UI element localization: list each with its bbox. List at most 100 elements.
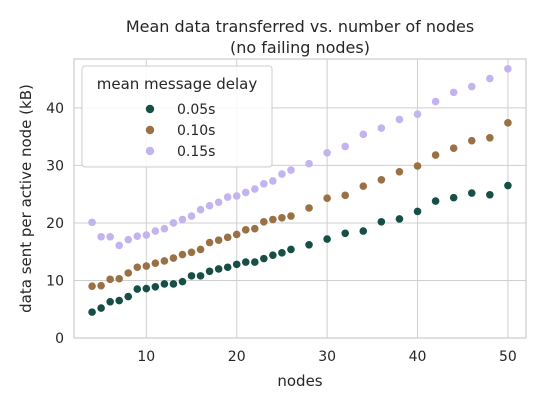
data-point-0 bbox=[431, 197, 440, 205]
data-point-0 bbox=[305, 241, 313, 249]
legend-marker bbox=[145, 125, 155, 135]
data-point-0 bbox=[504, 181, 512, 190]
data-point-0 bbox=[88, 308, 96, 316]
data-point-1 bbox=[260, 217, 268, 226]
data-point-1 bbox=[178, 250, 187, 259]
legend-label: 0.05s bbox=[177, 102, 215, 118]
data-point-0 bbox=[205, 267, 214, 276]
plot-frame bbox=[73, 58, 527, 339]
data-point-0 bbox=[187, 272, 196, 280]
data-point-2 bbox=[260, 180, 268, 188]
data-point-0 bbox=[160, 280, 169, 288]
data-point-2 bbox=[214, 198, 223, 207]
data-point-1 bbox=[160, 257, 169, 265]
data-point-1 bbox=[467, 136, 476, 145]
y-tick-label: 10 bbox=[46, 273, 64, 289]
data-point-0 bbox=[341, 229, 350, 238]
data-point-1 bbox=[205, 238, 214, 247]
x-axis-label: nodes bbox=[277, 372, 322, 390]
data-point-2 bbox=[269, 177, 277, 185]
x-tick-label: 10 bbox=[137, 349, 155, 365]
data-point-1 bbox=[124, 269, 133, 277]
data-point-1 bbox=[486, 134, 494, 142]
tick-labels: 10 20 30 40 50 0 10 20 30 40 bbox=[46, 101, 517, 365]
data-point-0 bbox=[467, 189, 476, 197]
data-point-1 bbox=[449, 144, 458, 152]
data-point-1 bbox=[196, 245, 205, 254]
legend-label: 0.10s bbox=[177, 123, 215, 139]
data-point-0 bbox=[323, 235, 331, 243]
data-point-0 bbox=[115, 296, 123, 305]
data-point-2 bbox=[377, 124, 386, 132]
data-point-1 bbox=[269, 215, 277, 224]
data-point-2 bbox=[305, 159, 313, 168]
data-point-2 bbox=[169, 219, 178, 227]
x-tick-label: 50 bbox=[499, 349, 517, 365]
legend-marker bbox=[145, 104, 155, 114]
chart-subtitle: (no failing nodes) bbox=[230, 38, 370, 57]
data-point-0 bbox=[142, 284, 151, 293]
legend-box bbox=[81, 65, 273, 168]
data-point-2 bbox=[160, 224, 169, 233]
data-point-2 bbox=[178, 215, 187, 224]
data-point-1 bbox=[305, 204, 313, 212]
data-point-2 bbox=[287, 166, 295, 174]
data-point-0 bbox=[241, 258, 250, 266]
data-point-0 bbox=[124, 292, 133, 301]
data-point-0 bbox=[223, 263, 232, 272]
legend-title: mean message delay bbox=[97, 75, 258, 93]
data-point-2 bbox=[142, 231, 151, 239]
data-point-1 bbox=[115, 274, 123, 283]
data-point-2 bbox=[124, 235, 133, 244]
data-point-0 bbox=[269, 251, 277, 259]
data-point-0 bbox=[413, 207, 422, 216]
data-point-1 bbox=[232, 230, 241, 239]
data-point-2 bbox=[359, 130, 368, 139]
data-point-1 bbox=[413, 162, 422, 170]
data-point-1 bbox=[151, 259, 160, 268]
data-point-0 bbox=[196, 272, 205, 280]
data-point-1 bbox=[169, 254, 178, 262]
data-point-0 bbox=[178, 277, 187, 286]
legend: mean message delay 0.05s 0.10s 0.15s bbox=[81, 65, 273, 168]
data-point-1 bbox=[133, 263, 142, 272]
legend-marker bbox=[145, 146, 155, 156]
data-point-1 bbox=[88, 282, 96, 291]
data-point-0 bbox=[359, 227, 368, 235]
data-point-2 bbox=[232, 192, 241, 200]
data-point-1 bbox=[278, 213, 286, 222]
data-point-2 bbox=[251, 185, 259, 193]
data-point-1 bbox=[97, 281, 105, 290]
data-point-0 bbox=[377, 217, 386, 226]
x-tick-label: 20 bbox=[228, 349, 246, 365]
data-point-2 bbox=[133, 232, 142, 240]
data-point-2 bbox=[106, 232, 114, 241]
data-point-2 bbox=[241, 188, 250, 197]
data-point-0 bbox=[133, 285, 142, 293]
data-point-2 bbox=[395, 115, 404, 124]
data-point-0 bbox=[151, 283, 160, 291]
data-point-2 bbox=[413, 110, 422, 119]
data-point-1 bbox=[251, 224, 259, 233]
data-point-0 bbox=[97, 304, 105, 312]
y-tick-label: 40 bbox=[46, 101, 64, 117]
data-point-0 bbox=[278, 249, 286, 257]
x-tick-label: 30 bbox=[318, 349, 336, 365]
data-point-2 bbox=[467, 82, 476, 91]
data-point-2 bbox=[449, 88, 458, 97]
y-tick-label: 30 bbox=[46, 158, 64, 174]
data-point-1 bbox=[341, 191, 350, 200]
data-point-2 bbox=[486, 74, 494, 83]
data-points bbox=[88, 64, 512, 316]
x-tick-label: 40 bbox=[409, 349, 427, 365]
data-point-2 bbox=[223, 193, 232, 201]
data-point-2 bbox=[196, 205, 205, 214]
y-axis-label: data sent per active node (kB) bbox=[17, 84, 35, 313]
data-point-0 bbox=[251, 258, 259, 266]
y-tick-label: 20 bbox=[46, 216, 64, 232]
data-point-1 bbox=[323, 194, 331, 203]
legend-label: 0.15s bbox=[177, 144, 215, 160]
data-point-0 bbox=[449, 193, 458, 202]
data-point-2 bbox=[341, 142, 350, 151]
